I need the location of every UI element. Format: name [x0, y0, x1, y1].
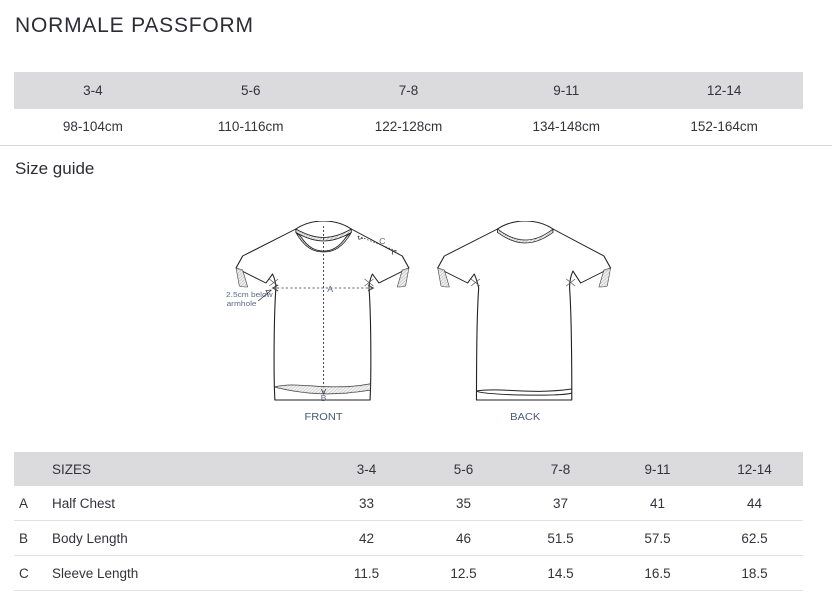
- svg-text:B: B: [321, 393, 327, 402]
- svg-text:armhole: armhole: [227, 299, 258, 308]
- svg-text:BACK: BACK: [510, 411, 540, 422]
- svg-text:FRONT: FRONT: [304, 411, 343, 422]
- svg-text:A: A: [327, 284, 333, 293]
- svg-text:C: C: [379, 236, 385, 245]
